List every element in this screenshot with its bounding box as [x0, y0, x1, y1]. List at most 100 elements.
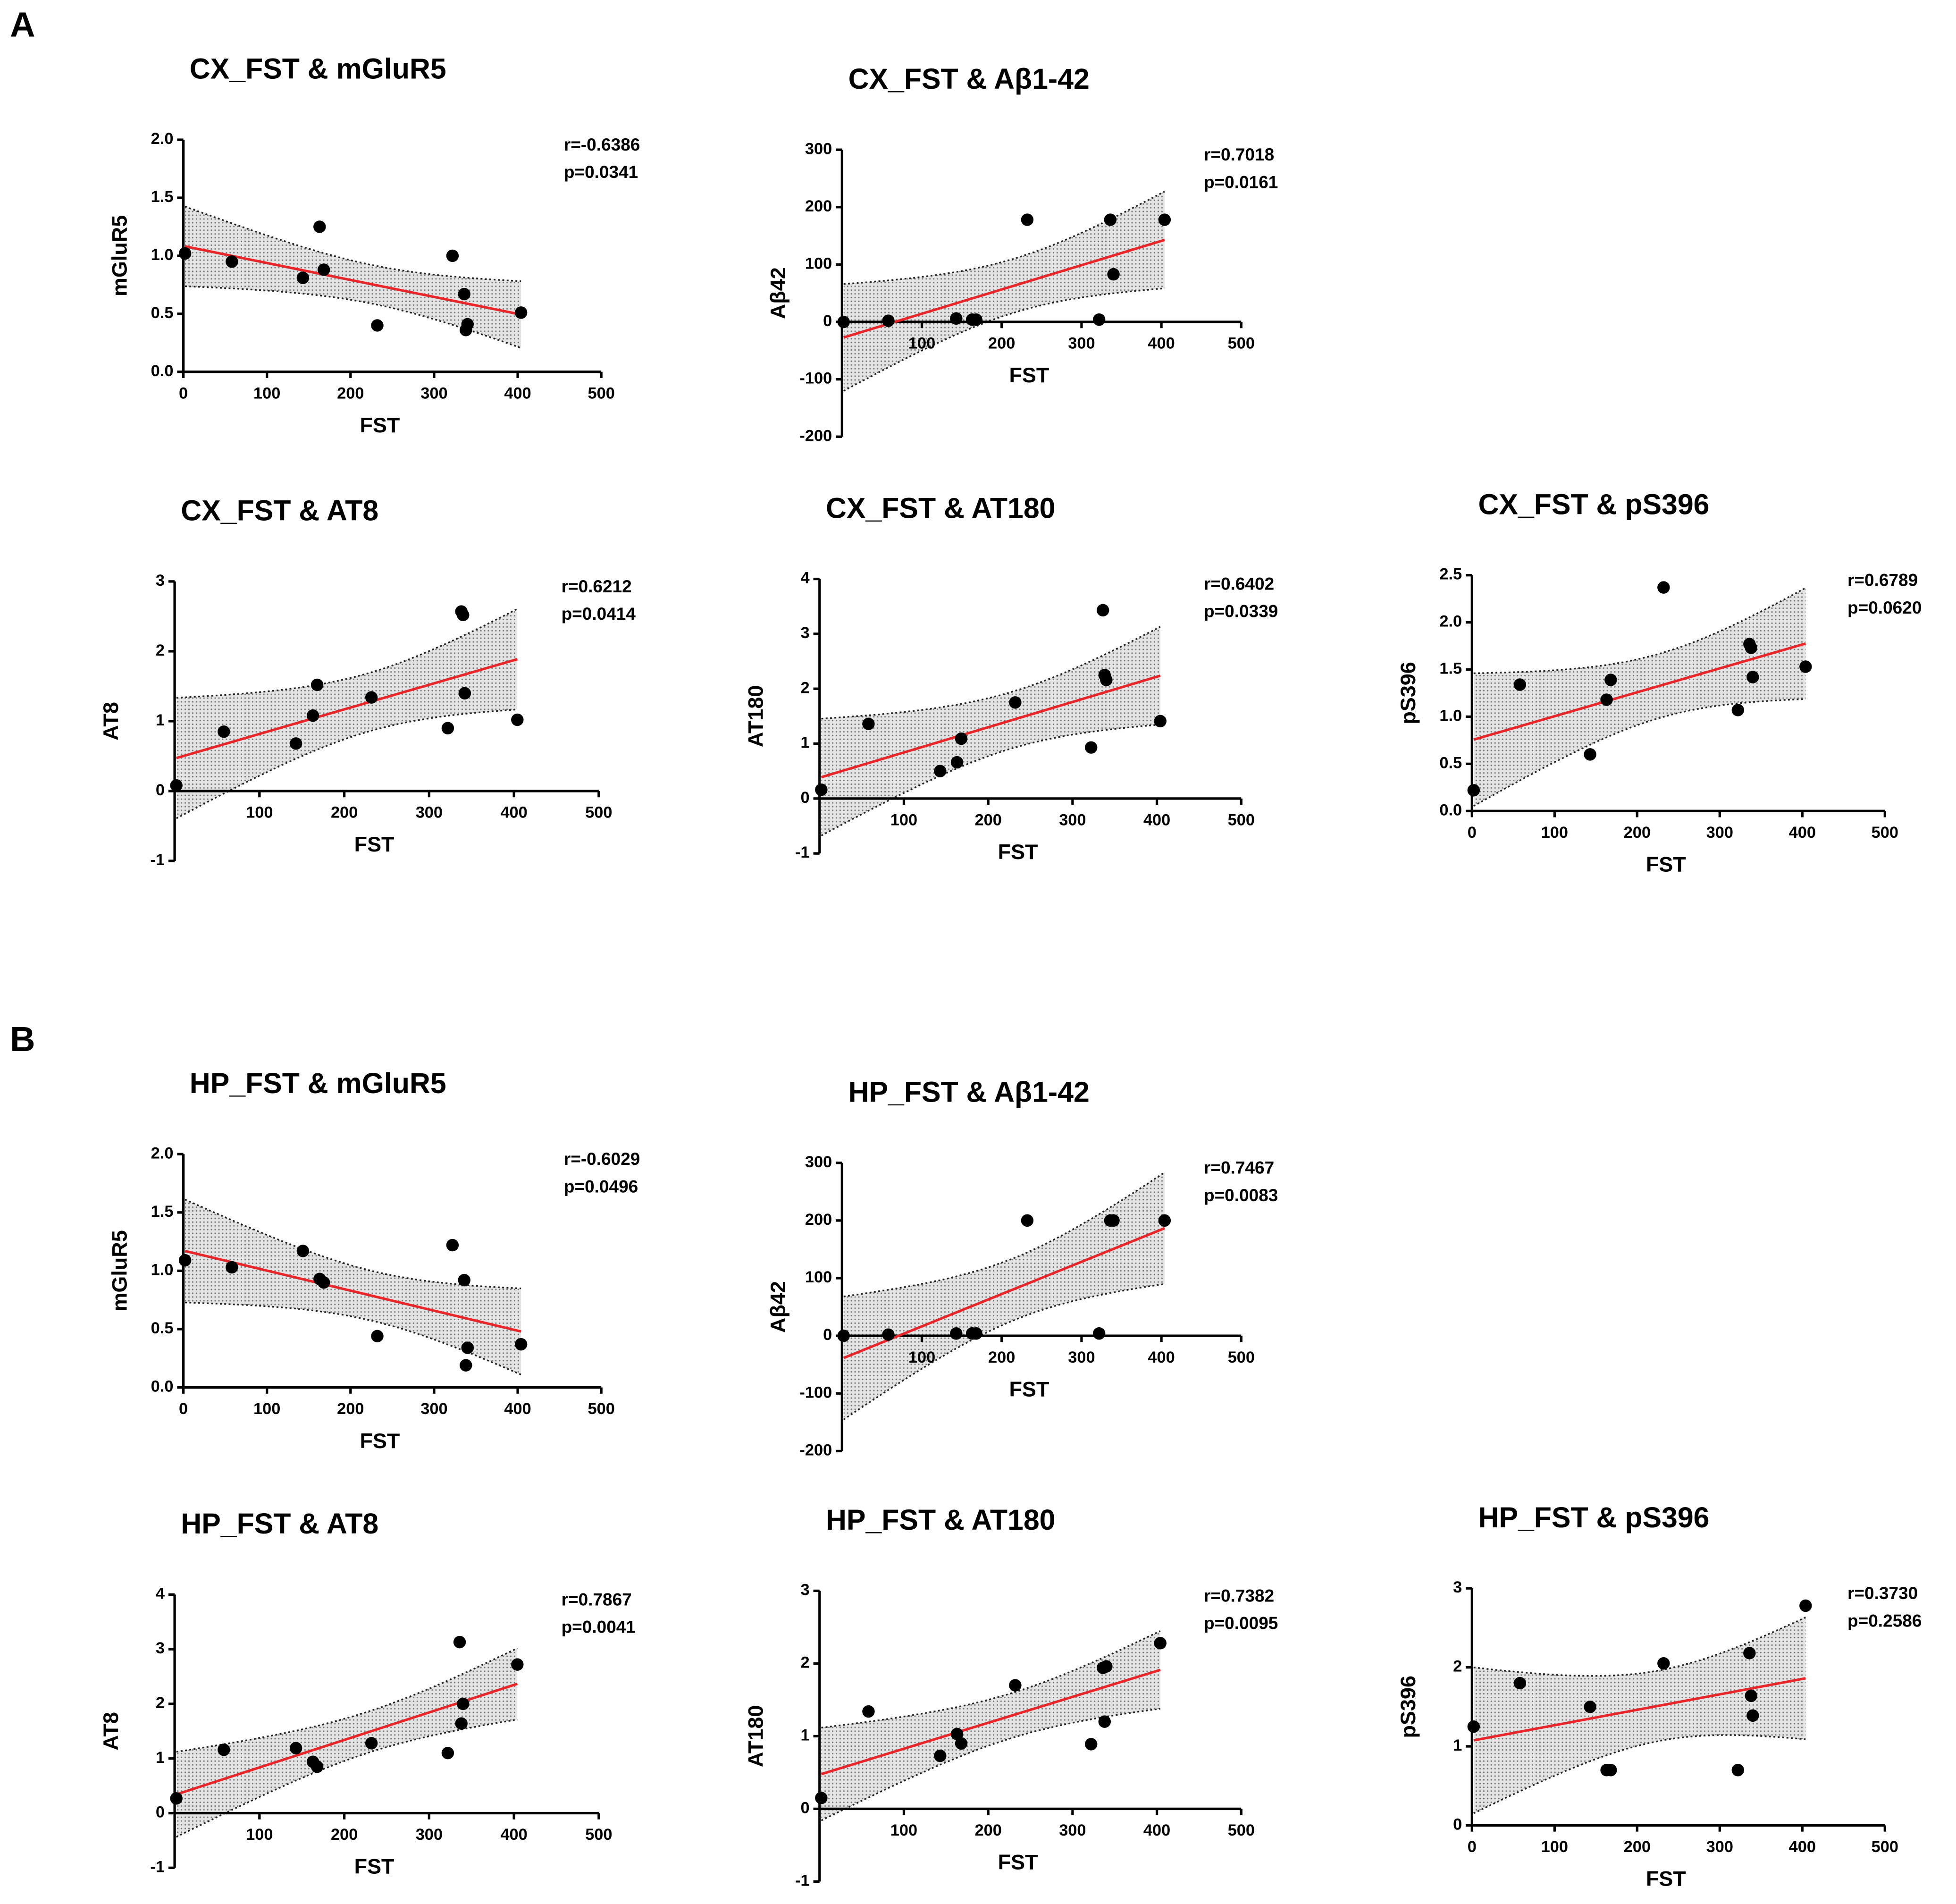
- x-tick-label: 500: [588, 384, 615, 402]
- data-point: [1009, 1679, 1022, 1692]
- data-point: [1467, 784, 1480, 797]
- x-tick-label: 300: [1068, 335, 1095, 353]
- data-point: [1096, 604, 1109, 617]
- x-tick-label: 300: [1706, 824, 1733, 842]
- x-tick-label: 100: [246, 804, 273, 822]
- x-tick-label: 500: [1872, 1838, 1898, 1856]
- y-tick-label: 4: [801, 569, 810, 587]
- data-point: [371, 319, 384, 332]
- regression-line: [843, 1227, 1165, 1359]
- data-point: [311, 1760, 324, 1773]
- data-point: [950, 1327, 963, 1340]
- data-point: [1021, 1214, 1034, 1227]
- y-tick-label: -1: [795, 843, 810, 861]
- y-tick-label: 1.0: [1439, 707, 1462, 725]
- data-point: [1107, 1214, 1120, 1227]
- y-tick-label: 1: [801, 1727, 810, 1744]
- x-tick-label: 0: [179, 384, 188, 402]
- data-point: [1731, 704, 1745, 716]
- data-point: [862, 717, 875, 730]
- chart-title: HP_FST & AT180: [826, 1504, 1056, 1536]
- y-tick-label: 2: [801, 679, 810, 697]
- x-tick-label: 100: [908, 1348, 935, 1366]
- x-tick-label: 400: [1148, 335, 1175, 353]
- x-axis-label: FST: [1646, 1867, 1686, 1891]
- data-point: [815, 784, 828, 796]
- data-point: [317, 1276, 330, 1289]
- band-edge: [843, 1171, 1165, 1297]
- y-tick-label: 4: [156, 1584, 165, 1602]
- x-tick-label: 100: [1541, 824, 1568, 842]
- x-tick-label: 200: [975, 811, 1002, 829]
- y-tick-label: 2.5: [1439, 565, 1462, 583]
- data-point: [1600, 693, 1613, 706]
- x-tick-label: 300: [1068, 1348, 1095, 1366]
- stat-annotation: r=-0.6029: [564, 1149, 640, 1169]
- data-point: [457, 608, 470, 622]
- chart-title: CX_FST & mGluR5: [190, 53, 446, 85]
- stat-annotation: p=0.0620: [1847, 598, 1922, 617]
- x-tick-label: 200: [975, 1821, 1002, 1839]
- data-point: [1657, 1657, 1670, 1670]
- data-point: [313, 220, 326, 233]
- data-point: [950, 1727, 964, 1741]
- y-tick-label: 0: [823, 312, 832, 330]
- stat-annotation: r=0.3730: [1847, 1584, 1918, 1603]
- data-point: [306, 709, 319, 722]
- y-tick-label: 0.0: [151, 1378, 174, 1396]
- x-tick-label: 400: [1148, 1348, 1175, 1366]
- x-axis-label: FST: [998, 840, 1038, 864]
- confidence-band: [821, 1631, 1160, 1821]
- x-tick-label: 100: [890, 811, 917, 829]
- data-point: [453, 1635, 466, 1649]
- x-tick-label: 200: [331, 804, 358, 822]
- x-tick-label: 300: [1706, 1838, 1733, 1856]
- x-tick-label: 500: [585, 804, 612, 822]
- chart-title: CX_FST & pS396: [1478, 488, 1710, 520]
- y-axis-label: pS396: [1396, 662, 1420, 724]
- y-tick-label: -100: [799, 1383, 832, 1401]
- data-point: [1657, 581, 1670, 594]
- x-tick-label: 100: [246, 1826, 273, 1844]
- x-tick-label: 0: [1468, 824, 1477, 842]
- confidence-band: [843, 191, 1165, 391]
- data-point: [1467, 1720, 1480, 1733]
- y-tick-label: 1.5: [1439, 660, 1462, 678]
- y-tick-label: 1: [156, 711, 165, 729]
- data-point: [1604, 674, 1617, 686]
- data-point: [311, 678, 324, 691]
- data-point: [1158, 213, 1171, 226]
- data-point: [1743, 1647, 1756, 1660]
- y-tick-label: -200: [799, 427, 832, 445]
- x-tick-label: 400: [1143, 811, 1170, 829]
- data-point: [218, 725, 230, 738]
- y-tick-label: 0.5: [151, 1319, 174, 1337]
- data-point: [970, 1327, 982, 1340]
- data-point: [511, 713, 524, 726]
- data-point: [461, 318, 474, 331]
- data-point: [296, 1245, 310, 1257]
- data-point: [1104, 213, 1117, 226]
- x-tick-label: 200: [337, 384, 364, 402]
- panel-label: B: [10, 1019, 35, 1059]
- x-tick-label: 100: [890, 1821, 917, 1839]
- stat-annotation: r=0.7382: [1204, 1586, 1274, 1605]
- data-point: [178, 1254, 192, 1267]
- y-tick-label: 2: [156, 641, 165, 659]
- data-point: [1009, 696, 1022, 709]
- data-point: [837, 1329, 850, 1342]
- y-tick-label: -1: [150, 1858, 165, 1876]
- data-point: [1584, 1701, 1596, 1713]
- confidence-band: [176, 609, 518, 818]
- y-tick-label: 2.0: [1439, 613, 1462, 631]
- stat-annotation: r=0.6402: [1204, 574, 1274, 594]
- data-point: [1513, 678, 1527, 691]
- x-tick-label: 400: [504, 1400, 531, 1418]
- data-point: [289, 1742, 302, 1754]
- stat-annotation: r=0.6212: [562, 577, 632, 596]
- y-tick-label: 3: [1453, 1578, 1462, 1596]
- data-point: [1731, 1764, 1745, 1777]
- y-tick-label: 0: [801, 1799, 810, 1817]
- y-tick-label: 0: [156, 781, 165, 799]
